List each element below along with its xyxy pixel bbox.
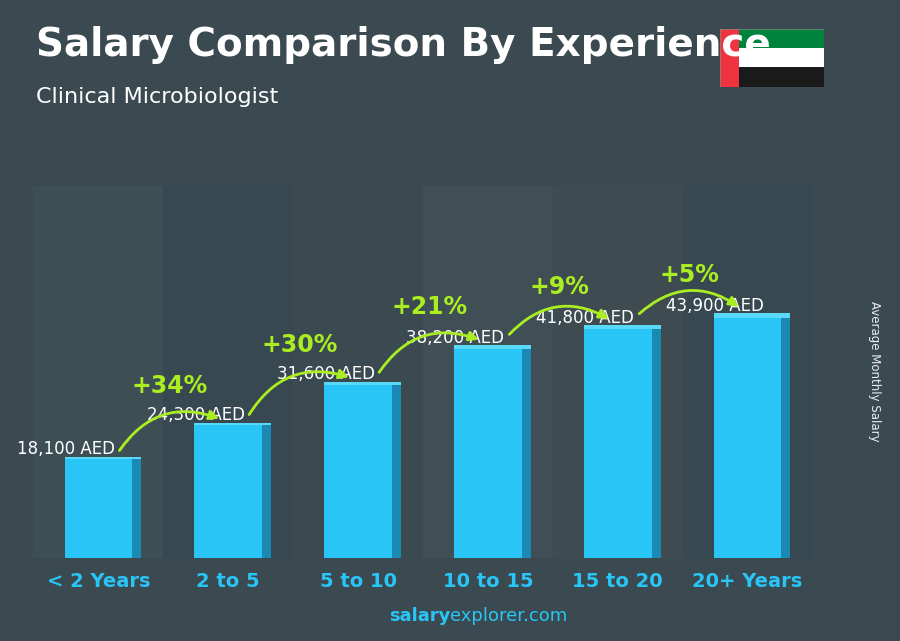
- Bar: [739, 48, 824, 67]
- Text: 31,600 AED: 31,600 AED: [276, 365, 374, 383]
- Bar: [423, 121, 553, 558]
- Bar: [553, 121, 683, 558]
- Bar: [584, 329, 652, 558]
- FancyArrowPatch shape: [639, 290, 736, 313]
- Bar: [194, 425, 262, 558]
- Bar: [739, 29, 824, 48]
- Text: +30%: +30%: [262, 333, 338, 356]
- Bar: [324, 382, 400, 385]
- Bar: [194, 422, 271, 425]
- Text: 24,300 AED: 24,300 AED: [147, 406, 245, 424]
- Text: +21%: +21%: [392, 295, 468, 319]
- Text: salary: salary: [389, 607, 450, 625]
- Bar: [324, 385, 392, 558]
- Text: Clinical Microbiologist: Clinical Microbiologist: [36, 87, 278, 106]
- Bar: [293, 121, 423, 558]
- Text: 43,900 AED: 43,900 AED: [666, 297, 764, 315]
- Bar: [163, 121, 293, 558]
- Bar: [454, 349, 522, 558]
- Bar: [683, 121, 813, 558]
- Bar: [714, 318, 781, 558]
- Text: +9%: +9%: [529, 274, 590, 299]
- FancyArrowPatch shape: [379, 333, 476, 372]
- Bar: [584, 325, 661, 329]
- Text: +5%: +5%: [659, 263, 719, 287]
- Bar: [65, 457, 141, 459]
- Text: +34%: +34%: [131, 374, 208, 398]
- Polygon shape: [652, 329, 661, 558]
- Text: 38,200 AED: 38,200 AED: [407, 329, 505, 347]
- FancyArrowPatch shape: [249, 370, 346, 415]
- FancyArrowPatch shape: [509, 306, 606, 335]
- Polygon shape: [781, 318, 790, 558]
- Polygon shape: [132, 459, 141, 558]
- Bar: [65, 459, 132, 558]
- Polygon shape: [262, 425, 271, 558]
- Text: explorer.com: explorer.com: [450, 607, 567, 625]
- Bar: [739, 67, 824, 87]
- Text: Average Monthly Salary: Average Monthly Salary: [868, 301, 881, 442]
- Bar: [33, 121, 163, 558]
- Text: Salary Comparison By Experience: Salary Comparison By Experience: [36, 26, 770, 63]
- Text: 41,800 AED: 41,800 AED: [536, 309, 634, 327]
- Bar: [714, 313, 790, 318]
- FancyArrowPatch shape: [120, 412, 216, 451]
- Polygon shape: [522, 349, 531, 558]
- Bar: [454, 345, 531, 349]
- Text: 18,100 AED: 18,100 AED: [17, 440, 115, 458]
- Polygon shape: [392, 385, 400, 558]
- Bar: [720, 29, 739, 87]
